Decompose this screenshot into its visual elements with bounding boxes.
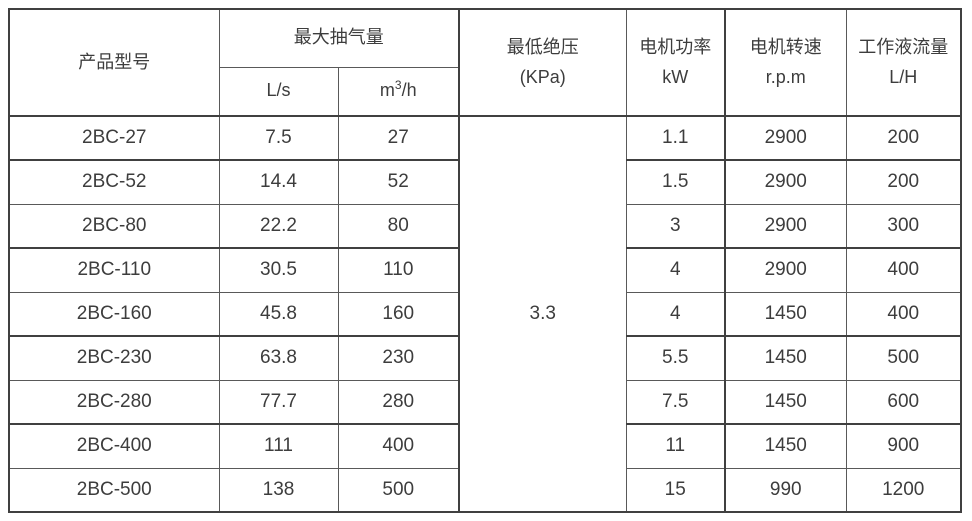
cell-model: 2BC-52 — [8, 159, 220, 205]
cell-rpm: 1450 — [724, 291, 847, 337]
cell-min-pressure-merged: 3.3 — [458, 115, 627, 513]
cell-kw: 3 — [625, 203, 726, 249]
cell-kw: 11 — [625, 423, 726, 469]
cell-lh: 500 — [845, 335, 962, 381]
cell-lh: 400 — [845, 247, 962, 293]
cell-ls: 7.5 — [218, 115, 339, 161]
cell-ls: 77.7 — [218, 379, 339, 425]
cell-m3h: 160 — [337, 291, 460, 337]
header-row-top: 产品型号 最大抽气量 最低绝压 (KPa) 电机功率 kW 电机转速 r.p.m… — [8, 8, 962, 117]
table-row: 2BC-27 7.5 27 3.3 1.1 2900 200 — [8, 115, 962, 513]
cell-kw: 1.1 — [625, 115, 726, 161]
cell-m3h: 110 — [337, 247, 460, 293]
motor-speed-unit: r.p.m — [765, 66, 806, 87]
cell-rpm: 1450 — [724, 379, 847, 425]
cell-m3h: 80 — [337, 203, 460, 249]
cell-lh: 1200 — [845, 467, 962, 513]
cell-rpm: 1450 — [724, 423, 847, 469]
m3h-superscript: 3 — [394, 78, 402, 93]
cell-kw: 7.5 — [625, 379, 726, 425]
cell-kw: 4 — [625, 291, 726, 337]
cell-kw: 1.5 — [625, 159, 726, 205]
cell-model: 2BC-160 — [8, 291, 220, 337]
cell-rpm: 2900 — [724, 159, 847, 205]
col-header-unit-m3h: m3/h — [337, 66, 460, 117]
cell-model: 2BC-280 — [8, 379, 220, 425]
cell-lh: 200 — [845, 159, 962, 205]
min-pressure-label: 最低绝压 — [506, 36, 579, 57]
product-spec-table: 产品型号 最大抽气量 最低绝压 (KPa) 电机功率 kW 电机转速 r.p.m… — [8, 8, 962, 513]
table-row: 2BC-500 138 500 15 990 1200 — [8, 467, 962, 513]
working-liquid-unit: L/H — [889, 66, 918, 87]
cell-model: 2BC-80 — [8, 203, 220, 249]
min-pressure-unit: (KPa) — [519, 66, 566, 87]
col-header-product-model: 产品型号 — [8, 8, 220, 117]
cell-ls: 138 — [218, 467, 339, 513]
cell-m3h: 52 — [337, 159, 460, 205]
cell-rpm: 2900 — [724, 247, 847, 293]
cell-kw: 5.5 — [625, 335, 726, 381]
cell-m3h: 230 — [337, 335, 460, 381]
cell-model: 2BC-500 — [8, 467, 220, 513]
cell-m3h: 27 — [337, 115, 460, 161]
cell-ls: 30.5 — [218, 247, 339, 293]
cell-model: 2BC-110 — [8, 247, 220, 293]
cell-ls: 22.2 — [218, 203, 339, 249]
cell-m3h: 280 — [337, 379, 460, 425]
m3h-rest: /h — [401, 80, 417, 101]
table-row: 2BC-400 111 400 11 1450 900 — [8, 423, 962, 469]
col-header-min-pressure: 最低绝压 (KPa) — [458, 8, 627, 117]
cell-lh: 300 — [845, 203, 962, 249]
cell-model: 2BC-27 — [8, 115, 220, 161]
cell-ls: 14.4 — [218, 159, 339, 205]
cell-rpm: 2900 — [724, 115, 847, 161]
cell-model: 2BC-230 — [8, 335, 220, 381]
cell-lh: 900 — [845, 423, 962, 469]
cell-rpm: 2900 — [724, 203, 847, 249]
table-body: 2BC-27 7.5 27 3.3 1.1 2900 200 2BC-52 14… — [8, 115, 962, 513]
col-header-unit-ls: L/s — [218, 66, 339, 117]
table-row: 2BC-280 77.7 280 7.5 1450 600 — [8, 379, 962, 425]
motor-power-unit: kW — [662, 66, 689, 87]
cell-ls: 45.8 — [218, 291, 339, 337]
table-row: 2BC-52 14.4 52 1.5 2900 200 — [8, 159, 962, 205]
m3h-base: m — [379, 80, 395, 101]
col-header-max-pumping: 最大抽气量 — [218, 8, 460, 68]
cell-kw: 15 — [625, 467, 726, 513]
cell-model: 2BC-400 — [8, 423, 220, 469]
cell-lh: 400 — [845, 291, 962, 337]
col-header-motor-speed: 电机转速 r.p.m — [724, 8, 847, 117]
motor-power-label: 电机功率 — [639, 36, 712, 57]
working-liquid-label: 工作液流量 — [858, 36, 949, 57]
table-header: 产品型号 最大抽气量 最低绝压 (KPa) 电机功率 kW 电机转速 r.p.m… — [8, 8, 962, 117]
table-row: 2BC-160 45.8 160 4 1450 400 — [8, 291, 962, 337]
cell-ls: 111 — [218, 423, 339, 469]
cell-ls: 63.8 — [218, 335, 339, 381]
motor-speed-label: 电机转速 — [749, 36, 822, 57]
cell-kw: 4 — [625, 247, 726, 293]
cell-rpm: 1450 — [724, 335, 847, 381]
col-header-motor-power: 电机功率 kW — [625, 8, 726, 117]
cell-lh: 200 — [845, 115, 962, 161]
cell-m3h: 500 — [337, 467, 460, 513]
header-row-units: L/s m3/h — [9, 66, 961, 117]
cell-rpm: 990 — [724, 467, 847, 513]
col-header-working-liquid: 工作液流量 L/H — [845, 8, 962, 117]
cell-lh: 600 — [845, 379, 962, 425]
cell-m3h: 400 — [337, 423, 460, 469]
table-row: 2BC-230 63.8 230 5.5 1450 500 — [8, 335, 962, 381]
table-row: 2BC-80 22.2 80 3 2900 300 — [8, 203, 962, 249]
